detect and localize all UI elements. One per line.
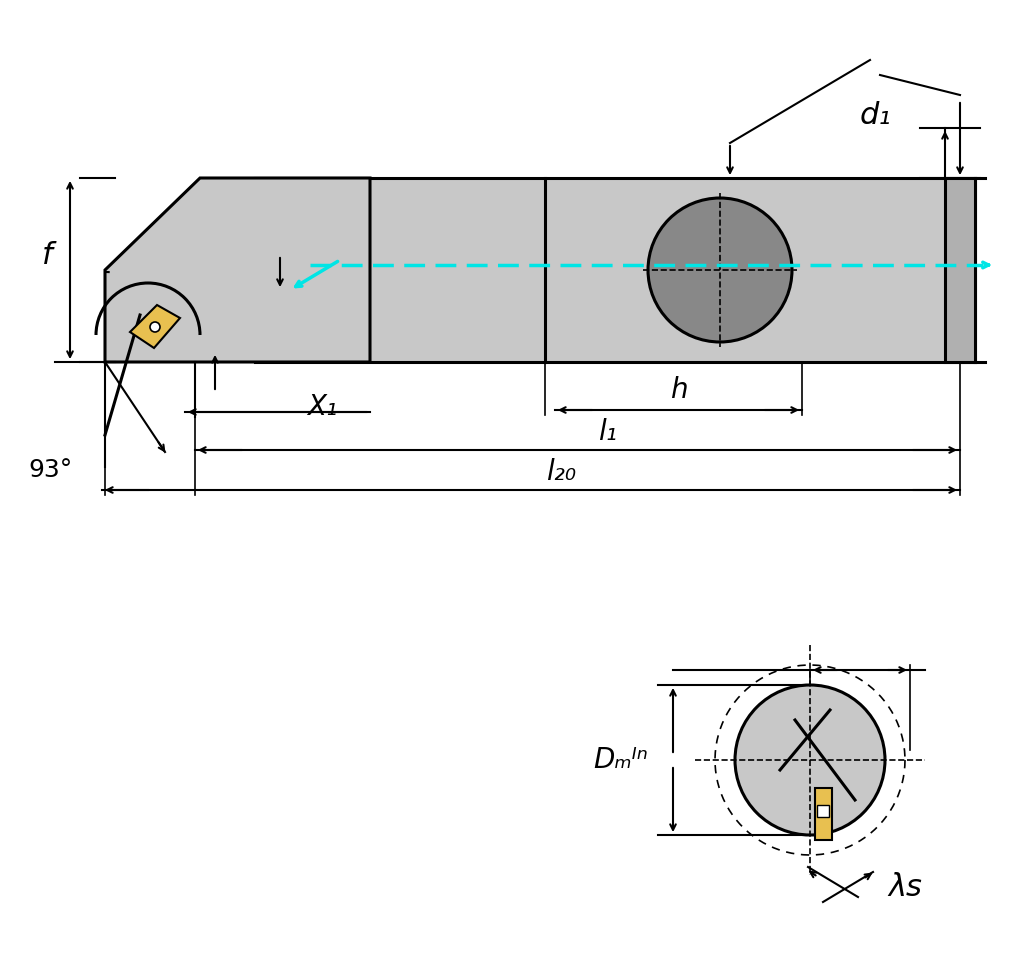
Text: Dₘᴵⁿ: Dₘᴵⁿ [593,746,648,774]
Bar [945,178,975,362]
Text: X₁: X₁ [307,393,338,421]
Bar [255,178,975,362]
Polygon shape [815,788,831,840]
Circle shape [150,322,160,332]
Polygon shape [105,178,370,362]
Polygon shape [130,305,180,348]
Text: l₂₀: l₂₀ [546,458,575,486]
Circle shape [648,198,792,342]
Text: λs: λs [888,872,922,901]
Text: d₁: d₁ [860,101,892,130]
Circle shape [735,685,885,835]
Text: f: f [42,240,52,269]
Text: 93°: 93° [28,458,72,482]
Text: h: h [670,376,687,404]
Bar [817,805,829,817]
Text: l₁: l₁ [598,418,616,446]
